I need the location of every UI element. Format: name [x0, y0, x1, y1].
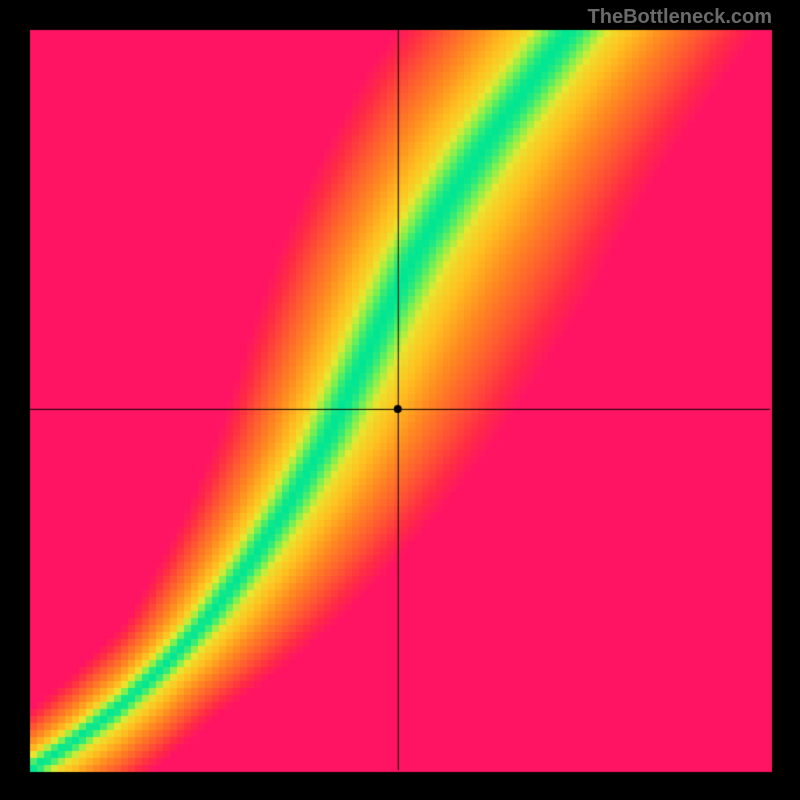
- watermark-text: TheBottleneck.com: [588, 6, 772, 29]
- heatmap-canvas: [0, 0, 800, 800]
- chart-container: TheBottleneck.com: [0, 0, 800, 800]
